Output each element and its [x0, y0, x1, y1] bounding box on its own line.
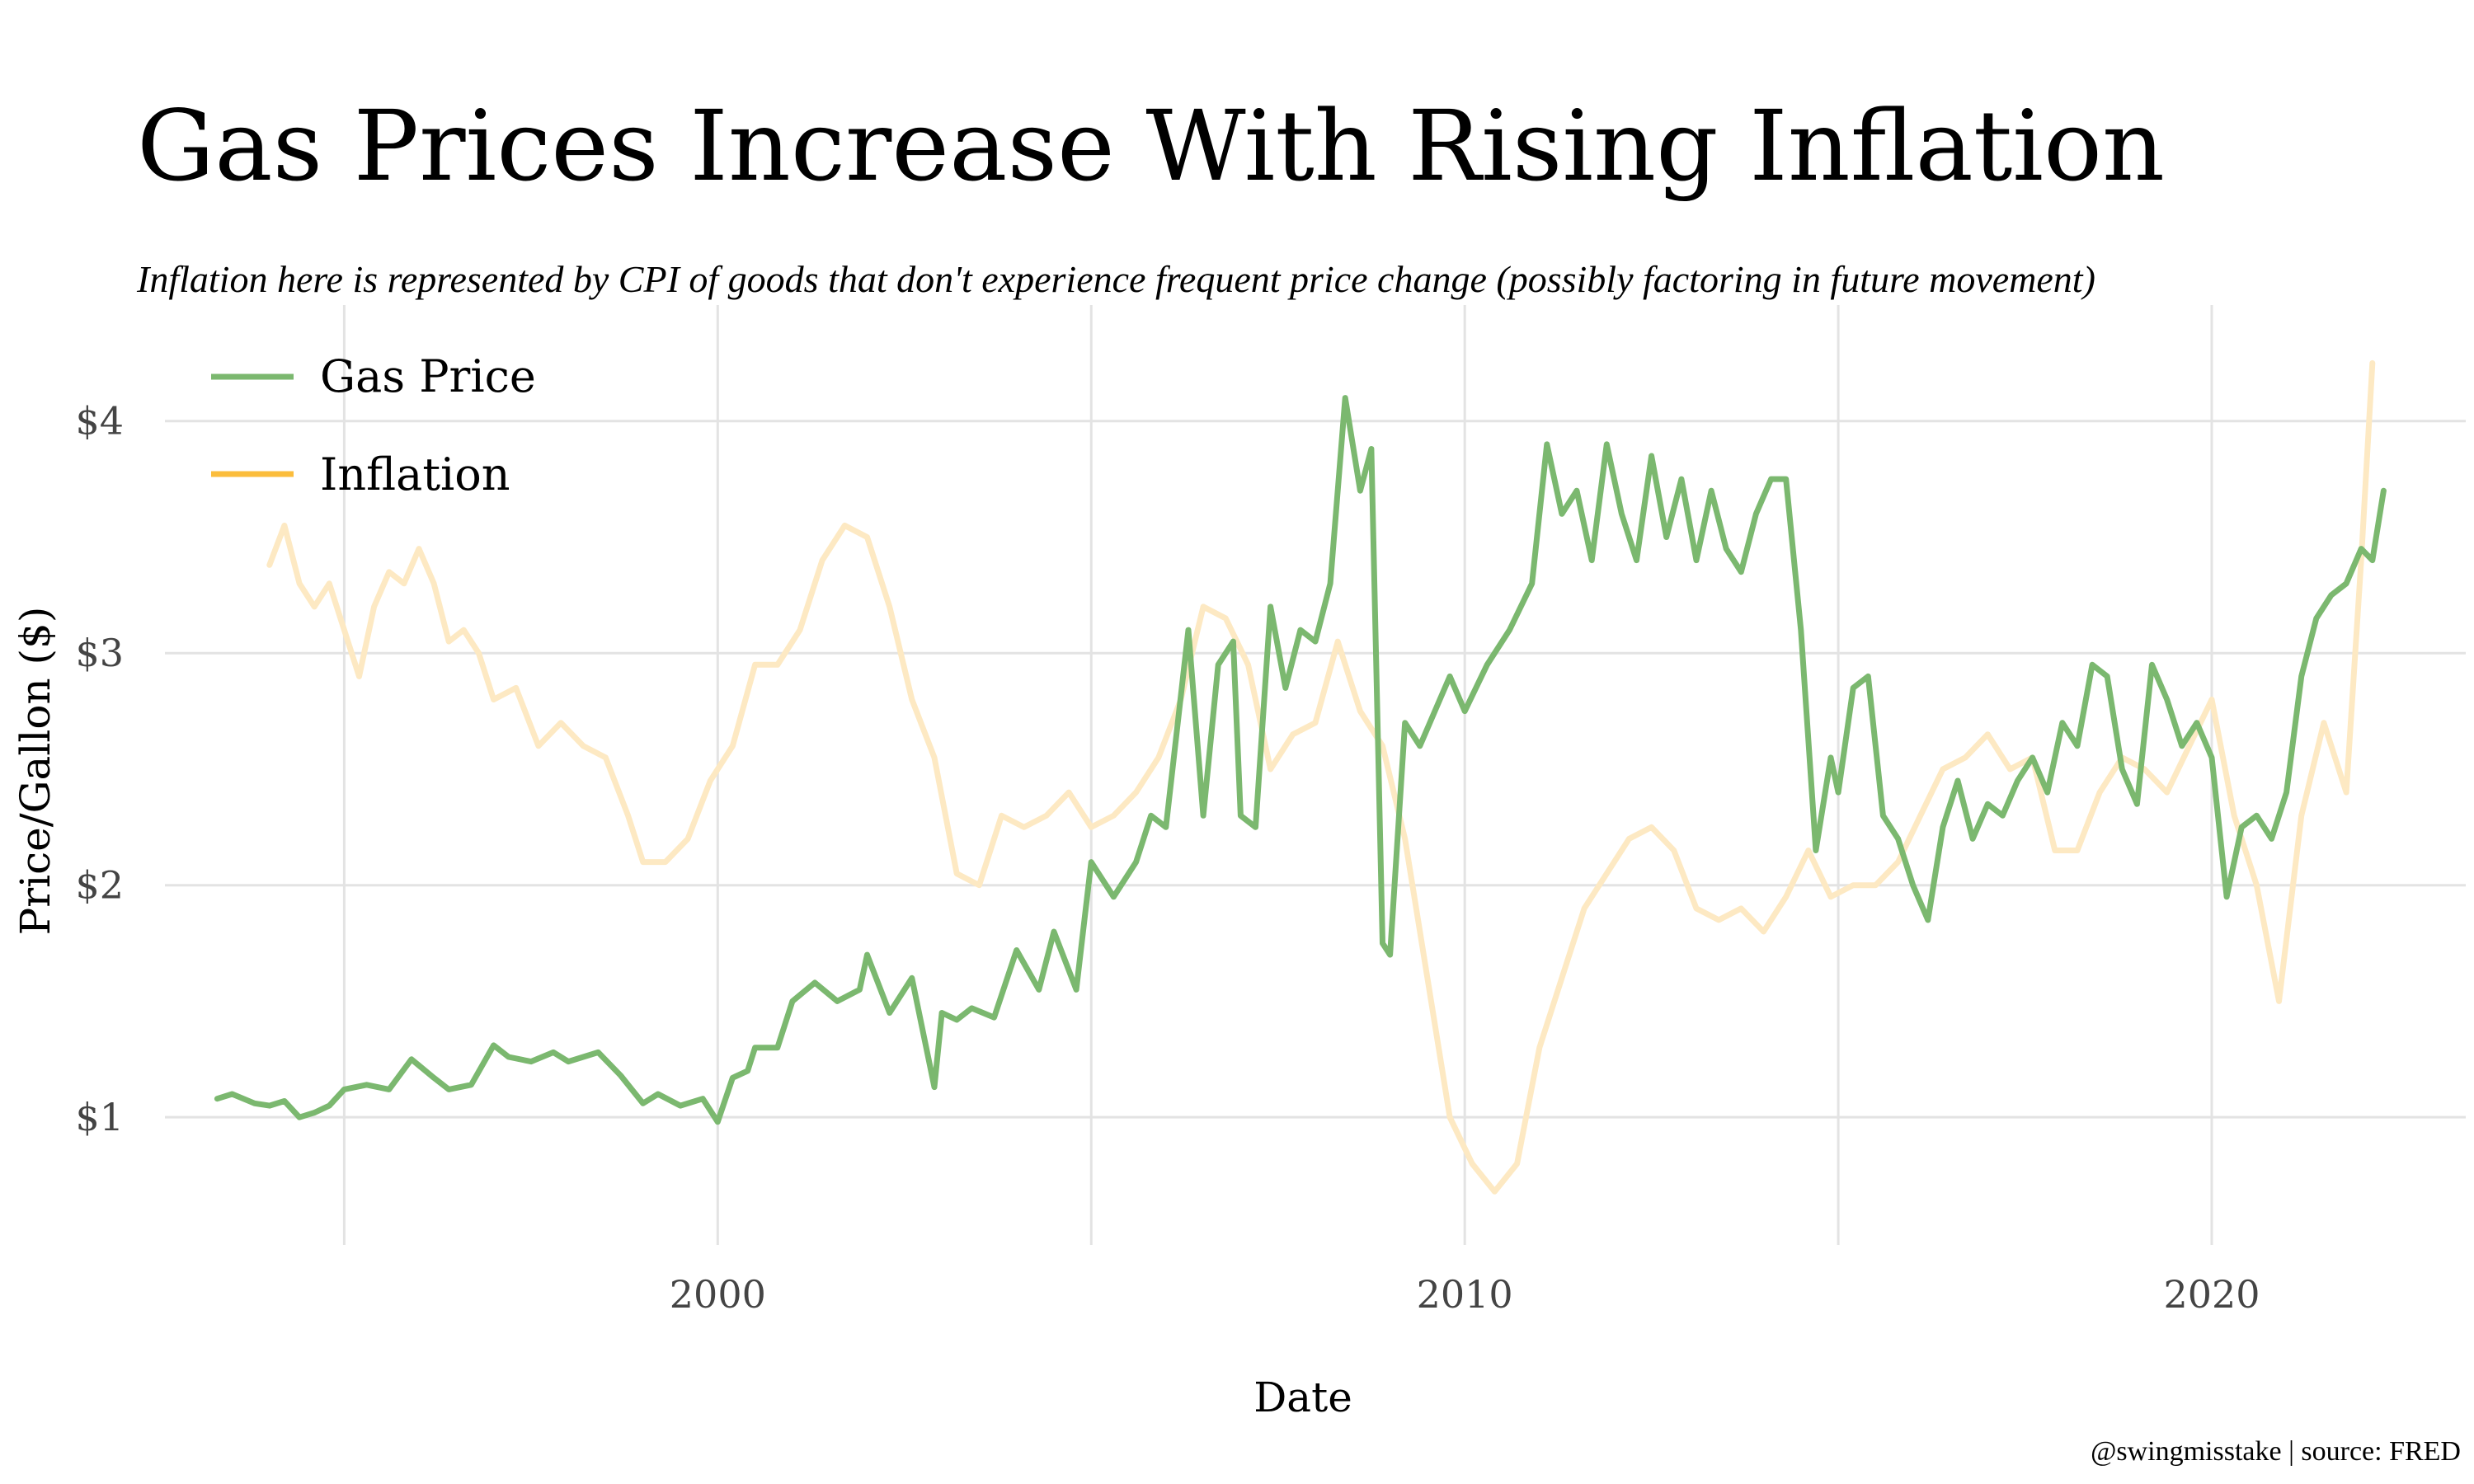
- legend-label-inflation: Inflation: [320, 448, 510, 500]
- legend-label-gas-price: Gas Price: [320, 350, 536, 402]
- x-tick-label: 2000: [670, 1272, 766, 1317]
- x-axis-title: Date: [1253, 1374, 1352, 1421]
- y-tick-label: $1: [75, 1095, 124, 1139]
- gridlines: [165, 305, 2466, 1245]
- gas-price-series: [214, 395, 2387, 1125]
- legend: Gas Price Inflation: [211, 350, 536, 500]
- x-tick-label: 2010: [1417, 1272, 1513, 1317]
- inflation-series: [266, 359, 2376, 1195]
- source-caption: @swingmisstake | source: FRED: [2091, 1436, 2461, 1467]
- y-axis-title: Price/Gallon ($): [12, 607, 59, 936]
- y-axis-ticks: $1 $2 $3 $4: [75, 399, 124, 1139]
- chart-subtitle: Inflation here is represented by CPI of …: [137, 258, 2095, 300]
- chart-title: Gas Prices Increase With Rising Inflatio…: [137, 89, 2166, 203]
- gas-price-line: [214, 395, 2387, 1125]
- x-tick-label: 2020: [2163, 1272, 2260, 1317]
- y-tick-label: $2: [75, 863, 124, 908]
- inflation-line: [266, 359, 2376, 1195]
- y-tick-label: $3: [75, 631, 124, 675]
- y-tick-label: $4: [75, 399, 124, 444]
- x-axis-ticks: 2000 2010 2020: [670, 1272, 2260, 1317]
